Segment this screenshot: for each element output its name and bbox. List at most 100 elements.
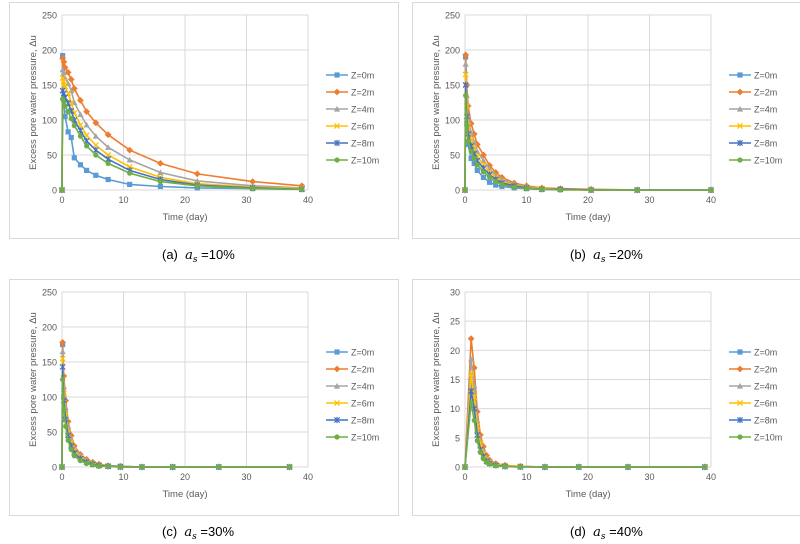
- legend-marker: [333, 139, 341, 147]
- data-point: [59, 464, 65, 470]
- y-tick-label: 0: [455, 463, 460, 473]
- legend-label: Z=6m: [754, 122, 777, 132]
- data-point: [157, 179, 163, 185]
- data-point: [634, 187, 640, 193]
- x-tick-label: 20: [180, 195, 190, 205]
- y-tick-label: 150: [445, 81, 460, 91]
- data-point: [299, 186, 305, 192]
- data-point: [65, 109, 71, 115]
- data-point: [92, 147, 99, 154]
- y-axis-title: Excess pore water pressure, Δu: [431, 312, 442, 447]
- data-point: [105, 144, 112, 150]
- legend-marker: [334, 434, 340, 440]
- caption-subscript: s: [600, 255, 606, 265]
- legend-marker: [736, 88, 744, 96]
- data-point: [71, 155, 77, 161]
- data-point: [67, 76, 75, 83]
- legend: Z=0m Z=2m Z=4m Z=6m Z=8m Z=10m: [729, 71, 782, 166]
- series-line: [61, 58, 302, 191]
- data-point: [702, 464, 708, 470]
- chart-panel-c: 0 50 100 150 200 250 0 10 20 30 40 Time (day) Excess…: [9, 279, 399, 516]
- x-tick-label: 10: [118, 195, 128, 205]
- legend-marker: [333, 399, 341, 407]
- data-point: [462, 60, 469, 67]
- y-tick-label: 100: [42, 116, 57, 126]
- y-tick-label: 5: [455, 433, 460, 443]
- data-point: [77, 97, 84, 104]
- y-tick-label: 100: [42, 393, 57, 403]
- legend: Z=0m Z=2m Z=4m Z=6m Z=8m Z=10m: [326, 71, 379, 166]
- legend-marker: [333, 416, 341, 424]
- legend-label: Z=2m: [351, 365, 374, 375]
- legend-label: Z=0m: [754, 348, 777, 358]
- y-tick-label: 200: [42, 46, 57, 56]
- data-point: [471, 160, 477, 166]
- series-Z=0m: [59, 341, 293, 470]
- y-tick-label: 0: [52, 186, 57, 196]
- x-tick-label: 20: [583, 472, 593, 482]
- data-point: [71, 453, 77, 459]
- legend-label: Z=4m: [351, 382, 374, 392]
- data-point: [480, 169, 487, 175]
- x-tick-label: 10: [118, 472, 128, 482]
- data-point: [471, 155, 477, 162]
- legend-marker: [736, 139, 744, 147]
- y-tick-label: 15: [450, 375, 460, 385]
- data-point: [59, 74, 66, 82]
- data-point: [65, 437, 71, 443]
- x-tick-label: 40: [706, 472, 716, 482]
- legend-marker: [736, 105, 744, 112]
- legend-marker: [737, 349, 743, 355]
- series-line: [61, 379, 290, 468]
- series-line: [464, 338, 705, 468]
- data-point: [468, 155, 474, 162]
- data-point: [216, 464, 222, 470]
- legend-label: Z=0m: [351, 71, 374, 81]
- legend-marker: [737, 157, 743, 163]
- data-point: [462, 51, 470, 59]
- data-point: [84, 167, 90, 173]
- data-point: [83, 121, 90, 128]
- y-tick-label: 20: [450, 346, 460, 356]
- legend-label: Z=2m: [351, 88, 374, 98]
- legend-label: Z=4m: [351, 105, 374, 115]
- data-point: [468, 400, 474, 406]
- chart-svg-c: 0 50 100 150 200 250 0 10 20 30 40 Time (day) Excess…: [28, 288, 379, 501]
- series-Z=6m: [461, 370, 708, 471]
- series-Z=10m: [59, 376, 293, 470]
- series-line: [61, 69, 302, 191]
- data-point: [465, 141, 471, 148]
- data-point: [83, 108, 90, 115]
- data-point: [65, 129, 71, 135]
- data-point: [117, 464, 124, 470]
- y-tick-label: 10: [450, 404, 460, 414]
- data-point: [625, 464, 631, 470]
- data-point: [467, 335, 475, 343]
- x-tick-label: 30: [241, 472, 251, 482]
- series-Z=8m: [58, 363, 293, 471]
- series-Z=8m: [461, 388, 708, 471]
- caption-d: (d) as =40%: [570, 524, 643, 542]
- legend-label: Z=4m: [754, 382, 777, 392]
- legend-marker: [737, 434, 743, 440]
- data-point: [474, 438, 480, 444]
- data-point: [157, 160, 164, 167]
- data-point: [62, 113, 68, 120]
- legend-marker: [333, 382, 341, 389]
- caption-b: (b) as =20%: [570, 247, 643, 265]
- data-point: [539, 186, 545, 192]
- data-point: [93, 152, 99, 158]
- series-line: [464, 385, 705, 468]
- x-axis-title: Time (day): [565, 212, 610, 223]
- data-point: [59, 355, 66, 362]
- data-point: [517, 464, 523, 470]
- data-point: [105, 160, 111, 166]
- legend-marker: [736, 382, 744, 389]
- chart-panel-b: 0 50 100 150 200 250 0 10 20 30 40 Time (day) Excess…: [412, 2, 800, 239]
- legend-label: Z=2m: [754, 88, 777, 98]
- data-point: [474, 162, 480, 168]
- data-point: [104, 131, 112, 139]
- y-tick-label: 100: [445, 116, 460, 126]
- legend-label: Z=6m: [351, 399, 374, 409]
- x-tick-label: 0: [59, 472, 64, 482]
